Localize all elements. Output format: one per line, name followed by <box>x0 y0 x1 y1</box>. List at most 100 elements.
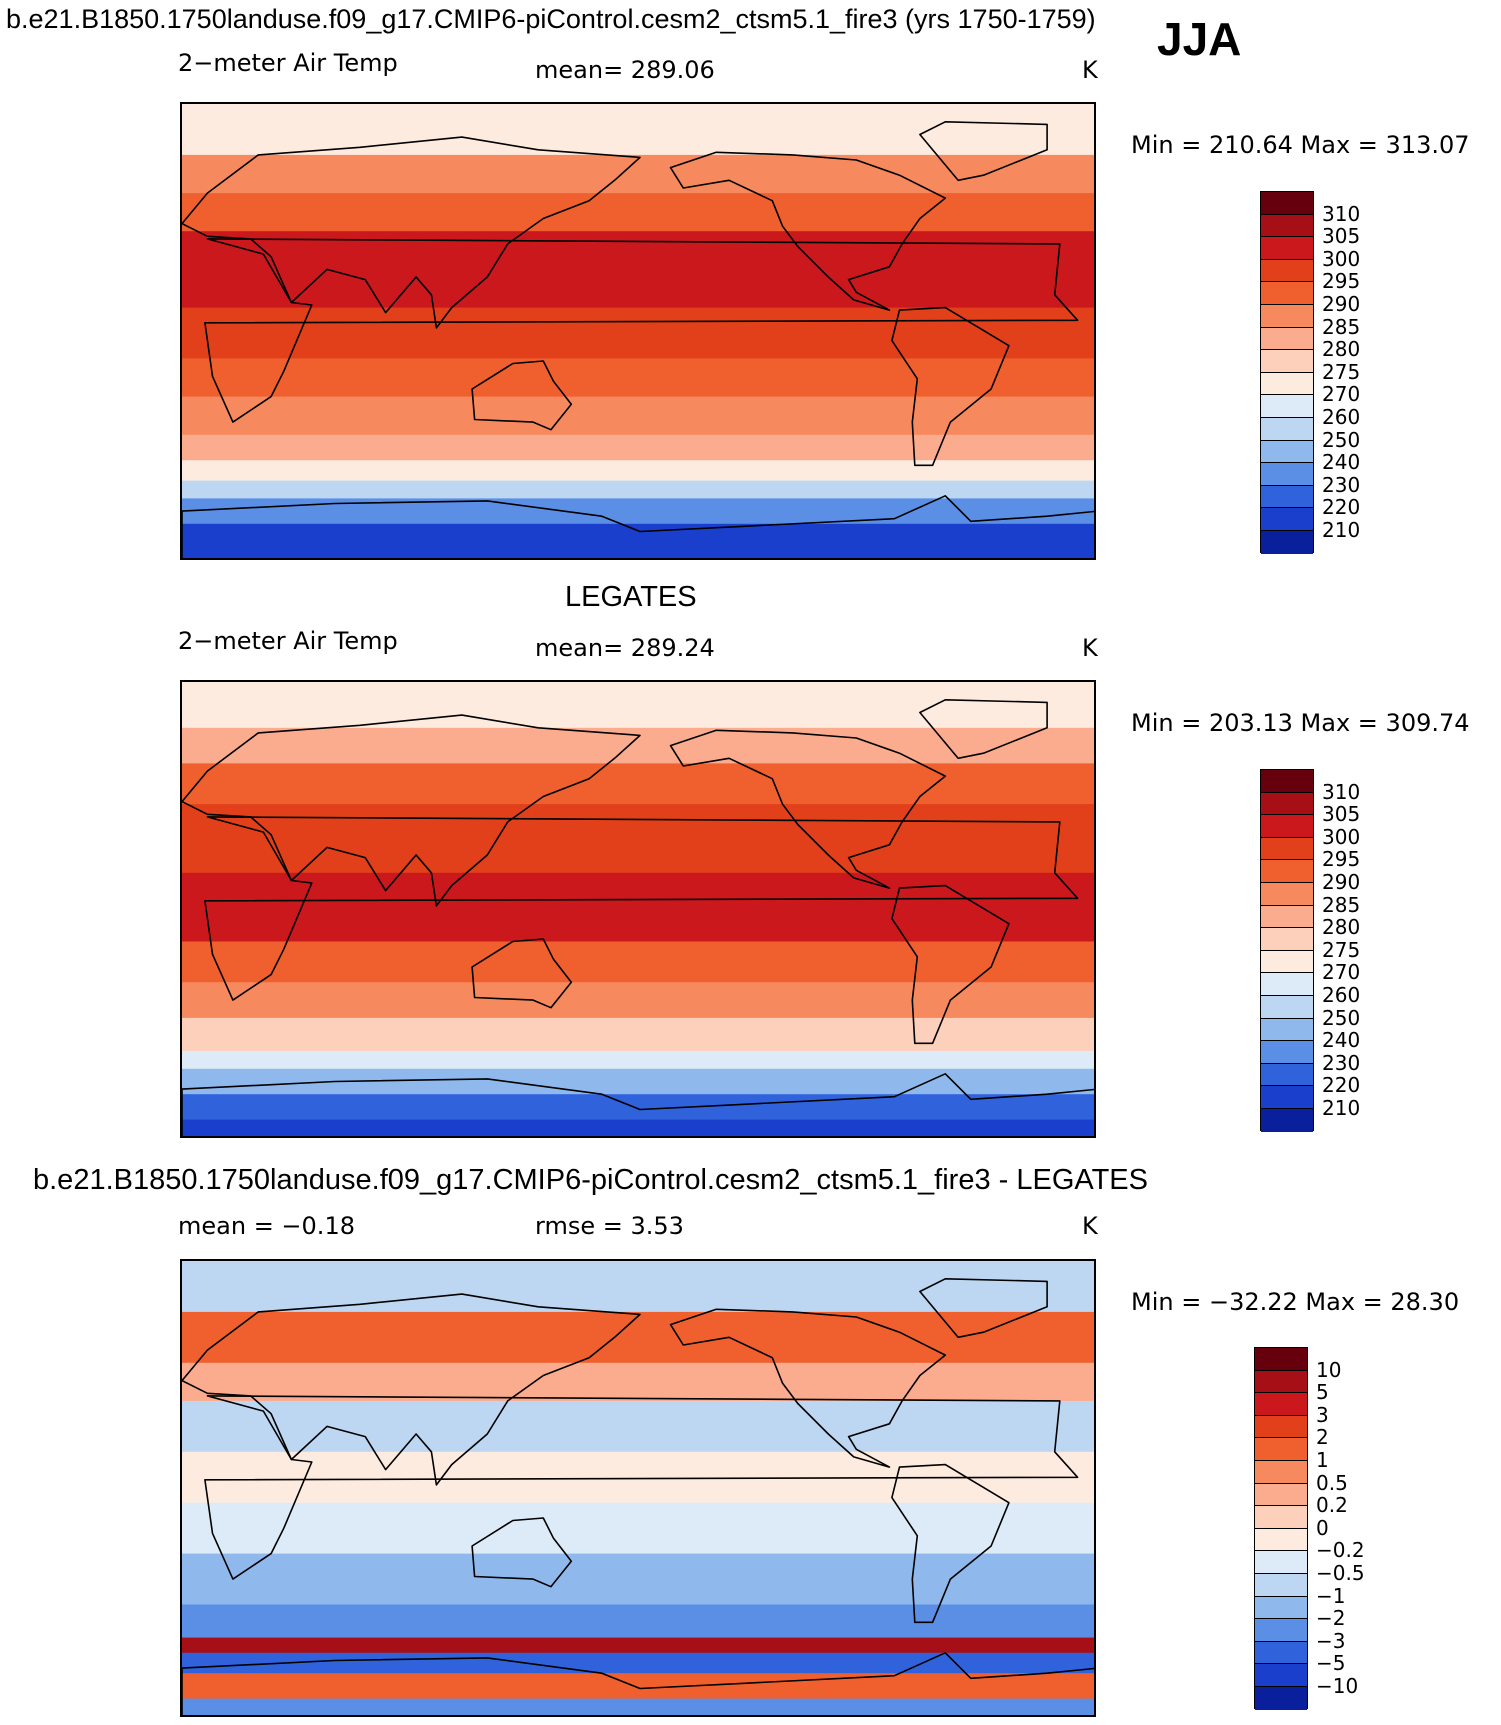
panel3-colorbar-level: 3 <box>1316 1402 1329 1427</box>
panel3-mean: mean = −0.18 <box>178 1212 355 1240</box>
panel3-continent-australia <box>471 1517 573 1588</box>
panel1-band-4 <box>182 307 1094 360</box>
panel2-band-7 <box>182 1017 1094 1052</box>
panel2-continent-australia <box>471 938 573 1009</box>
panel2-colorbar-level: 210 <box>1322 1096 1361 1120</box>
panel1-colorbar-swatch <box>1261 508 1313 531</box>
panel2-colorbar-level: 230 <box>1322 1050 1361 1075</box>
panel2-band-5 <box>182 941 1094 983</box>
panel3-colorbar-level: −5 <box>1316 1651 1346 1676</box>
panel2-colorbar-swatch <box>1261 883 1313 906</box>
panel3-colorbar-swatch <box>1255 1596 1307 1620</box>
panel2-colorbar-level: 290 <box>1322 870 1361 894</box>
panel2-band-11 <box>182 1119 1094 1136</box>
panel2-band-10 <box>182 1094 1094 1121</box>
panel3-colorbar-swatch <box>1255 1528 1307 1552</box>
panel1-colorbar-swatch <box>1261 531 1313 554</box>
panel1-continent-eurasia <box>182 136 641 329</box>
panel1-band-7 <box>182 434 1094 461</box>
panel1-band-10 <box>182 498 1094 525</box>
panel3-band-0 <box>182 1261 1094 1313</box>
panel2-colorbar-swatch <box>1261 996 1313 1019</box>
panel1-continent-antarctica <box>182 494 1094 558</box>
panel1-mean: mean= 289.06 <box>535 56 715 84</box>
panel1-band-11 <box>182 523 1094 558</box>
panel1-colorbar-swatch <box>1261 395 1313 418</box>
panel2-colorbar-level: 220 <box>1322 1073 1361 1098</box>
panel3-colorbar-level: 0.2 <box>1316 1493 1348 1518</box>
panel2-continent-eurasia <box>182 714 641 907</box>
panel2-band-0 <box>182 682 1094 729</box>
panel2-colorbar-level: 270 <box>1322 960 1361 985</box>
panel3-colorbar-level: 0.5 <box>1316 1470 1348 1495</box>
panel1-colorbar-level: 300 <box>1322 246 1361 271</box>
panel3-band-10 <box>182 1673 1094 1700</box>
panel3-section-title: b.e21.B1850.1750landuse.f09_g17.CMIP6-pi… <box>33 1164 1148 1196</box>
panel1-min-max: Min = 210.64 Max = 313.07 <box>1131 131 1470 159</box>
panel2-colorbar-swatch <box>1261 770 1313 793</box>
panel3-band-3 <box>182 1400 1094 1453</box>
panel1-band-3 <box>182 231 1094 309</box>
panel1-colorbar-level: 260 <box>1322 405 1361 429</box>
panel3-min-max: Min = −32.22 Max = 28.30 <box>1131 1288 1460 1316</box>
panel2-colorbar-level: 280 <box>1322 915 1361 940</box>
panel3-colorbar-swatch <box>1255 1415 1307 1439</box>
panel3-colorbar-level: −0.5 <box>1316 1561 1365 1585</box>
panel1-colorbar-level: 280 <box>1322 337 1361 362</box>
panel2-colorbar-swatch <box>1261 1063 1313 1087</box>
panel2-colorbar-level: 275 <box>1322 937 1361 962</box>
panel3-colorbar-level: −1 <box>1316 1583 1346 1608</box>
panel1-band-9 <box>182 480 1094 499</box>
panel3-colorbar-level: 1 <box>1316 1448 1329 1472</box>
panel3-continent-antarctica <box>182 1651 1094 1715</box>
panel3-band-1 <box>182 1311 1094 1364</box>
panel1-colorbar-swatch <box>1261 463 1313 486</box>
panel2-continent-antarctica <box>182 1072 1094 1136</box>
panel3-colorbar-level: −3 <box>1316 1628 1346 1653</box>
panel3-rmse: rmse = 3.53 <box>535 1212 684 1240</box>
panel1-colorbar-swatch <box>1261 282 1313 305</box>
panel3-colorbar-swatch <box>1255 1483 1307 1507</box>
panel2-colorbar-swatch <box>1261 928 1313 951</box>
panel1-continent-south-america <box>891 306 1010 467</box>
panel3-colorbar-swatch <box>1255 1438 1307 1461</box>
panel2-continent-south-america <box>891 884 1010 1045</box>
panel3-colorbar-swatch <box>1255 1641 1307 1665</box>
panel2-mean: mean= 289.24 <box>535 634 715 662</box>
panel2-min-max: Min = 203.13 Max = 309.74 <box>1131 709 1470 737</box>
panel2-colorbar-swatch <box>1261 973 1313 996</box>
panel3-colorbar-box <box>1254 1347 1308 1710</box>
panel2-continent-greenland <box>919 698 1048 760</box>
panel1-units: K <box>1082 56 1098 84</box>
panel2-units: K <box>1082 634 1098 662</box>
panel3-colorbar-level: −2 <box>1316 1606 1346 1631</box>
panel1-band-5 <box>182 358 1094 398</box>
panel1-colorbar-level: 230 <box>1322 472 1361 497</box>
panel3-colorbar-swatch <box>1255 1619 1307 1642</box>
panel1-colorbar-level: 310 <box>1322 201 1361 226</box>
panel2-colorbar-box <box>1260 769 1314 1132</box>
panel2-colorbar-level: 305 <box>1322 802 1361 827</box>
panel1-colorbar-swatch <box>1261 372 1313 396</box>
panel2-band-2 <box>182 763 1094 805</box>
panel2-continent-africa <box>204 816 1079 1001</box>
panel1-map <box>180 102 1096 560</box>
panel1-band-1 <box>182 154 1094 194</box>
panel3-colorbar-swatch <box>1255 1506 1307 1529</box>
panel2-colorbar-swatch <box>1261 1086 1313 1109</box>
panel2-colorbar-level: 250 <box>1322 1005 1361 1030</box>
panel2-colorbar-swatch <box>1261 950 1313 974</box>
panel3-colorbar-swatch <box>1255 1370 1307 1394</box>
panel2-colorbar-level: 300 <box>1322 824 1361 849</box>
panel3-band-5 <box>182 1502 1094 1555</box>
panel2-colorbar-swatch <box>1261 837 1313 861</box>
panel1-colorbar-level: 305 <box>1322 224 1361 249</box>
panel1-colorbar-level: 250 <box>1322 427 1361 452</box>
panel3-continent-south-america <box>891 1463 1010 1624</box>
panel2-band-1 <box>182 727 1094 764</box>
panel1-colorbar-level: 220 <box>1322 495 1361 520</box>
panel1-continent-australia <box>471 360 573 431</box>
panel1-colorbar-swatch <box>1261 192 1313 215</box>
panel1-colorbar-swatch <box>1261 350 1313 373</box>
panel2-colorbar-swatch <box>1261 815 1313 838</box>
